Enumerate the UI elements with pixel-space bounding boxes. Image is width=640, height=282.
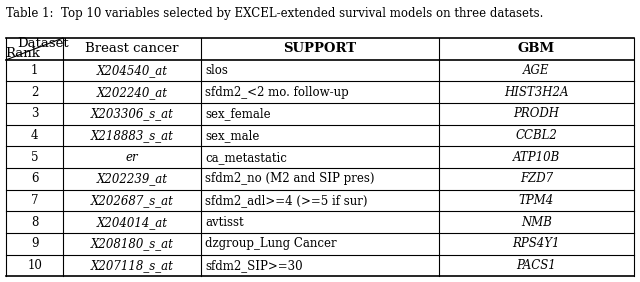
Text: X208180_s_at: X208180_s_at xyxy=(90,237,173,250)
Text: X204540_at: X204540_at xyxy=(97,64,167,77)
Text: Table 1:  Top 10 variables selected by EXCEL-extended survival models on three d: Table 1: Top 10 variables selected by EX… xyxy=(6,7,544,20)
Text: sfdm2_SIP>=30: sfdm2_SIP>=30 xyxy=(205,259,303,272)
Text: avtisst: avtisst xyxy=(205,216,244,229)
Text: sfdm2_adl>=4 (>=5 if sur): sfdm2_adl>=4 (>=5 if sur) xyxy=(205,194,368,207)
Text: HIST3H2A: HIST3H2A xyxy=(504,86,568,99)
Text: sfdm2_no (M2 and SIP pres): sfdm2_no (M2 and SIP pres) xyxy=(205,172,375,185)
Text: sfdm2_<2 mo. follow-up: sfdm2_<2 mo. follow-up xyxy=(205,86,349,99)
Text: PACS1: PACS1 xyxy=(516,259,556,272)
Text: 1: 1 xyxy=(31,64,38,77)
Text: sex_male: sex_male xyxy=(205,129,260,142)
Text: Dataset: Dataset xyxy=(17,37,69,50)
Text: 8: 8 xyxy=(31,216,38,229)
Text: 6: 6 xyxy=(31,172,38,185)
Text: 10: 10 xyxy=(27,259,42,272)
Text: X202687_s_at: X202687_s_at xyxy=(90,194,173,207)
Text: TPM4: TPM4 xyxy=(519,194,554,207)
Text: 2: 2 xyxy=(31,86,38,99)
Text: RPS4Y1: RPS4Y1 xyxy=(513,237,560,250)
Text: NMB: NMB xyxy=(521,216,552,229)
Text: 9: 9 xyxy=(31,237,38,250)
Text: FZD7: FZD7 xyxy=(520,172,553,185)
Text: CCBL2: CCBL2 xyxy=(515,129,557,142)
Text: Breast cancer: Breast cancer xyxy=(85,42,179,55)
Text: 3: 3 xyxy=(31,107,38,120)
Text: SUPPORT: SUPPORT xyxy=(284,42,356,55)
Text: ca_metastatic: ca_metastatic xyxy=(205,151,287,164)
Text: er: er xyxy=(125,151,138,164)
Text: sex_female: sex_female xyxy=(205,107,271,120)
Text: X207118_s_at: X207118_s_at xyxy=(90,259,173,272)
Text: Rank: Rank xyxy=(4,47,40,60)
Text: ATP10B: ATP10B xyxy=(513,151,560,164)
Text: X204014_at: X204014_at xyxy=(97,216,167,229)
Text: PRODH: PRODH xyxy=(513,107,559,120)
Text: X202240_at: X202240_at xyxy=(97,86,167,99)
Text: X203306_s_at: X203306_s_at xyxy=(90,107,173,120)
Text: 5: 5 xyxy=(31,151,38,164)
Text: GBM: GBM xyxy=(518,42,555,55)
Text: X218883_s_at: X218883_s_at xyxy=(90,129,173,142)
Text: 7: 7 xyxy=(31,194,38,207)
Text: X202239_at: X202239_at xyxy=(97,172,167,185)
Text: slos: slos xyxy=(205,64,228,77)
Text: 4: 4 xyxy=(31,129,38,142)
Text: dzgroup_Lung Cancer: dzgroup_Lung Cancer xyxy=(205,237,337,250)
Text: AGE: AGE xyxy=(523,64,550,77)
